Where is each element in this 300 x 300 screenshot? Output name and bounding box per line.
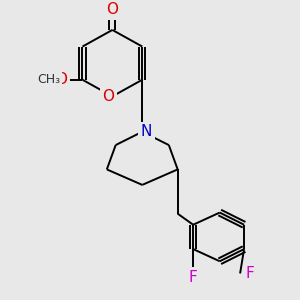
Text: CH₃: CH₃ [38, 73, 61, 86]
Text: N: N [140, 124, 152, 139]
Text: F: F [246, 266, 255, 281]
Text: F: F [189, 270, 197, 285]
Text: O: O [102, 89, 114, 104]
Text: O: O [106, 2, 119, 17]
Text: O: O [56, 72, 68, 87]
